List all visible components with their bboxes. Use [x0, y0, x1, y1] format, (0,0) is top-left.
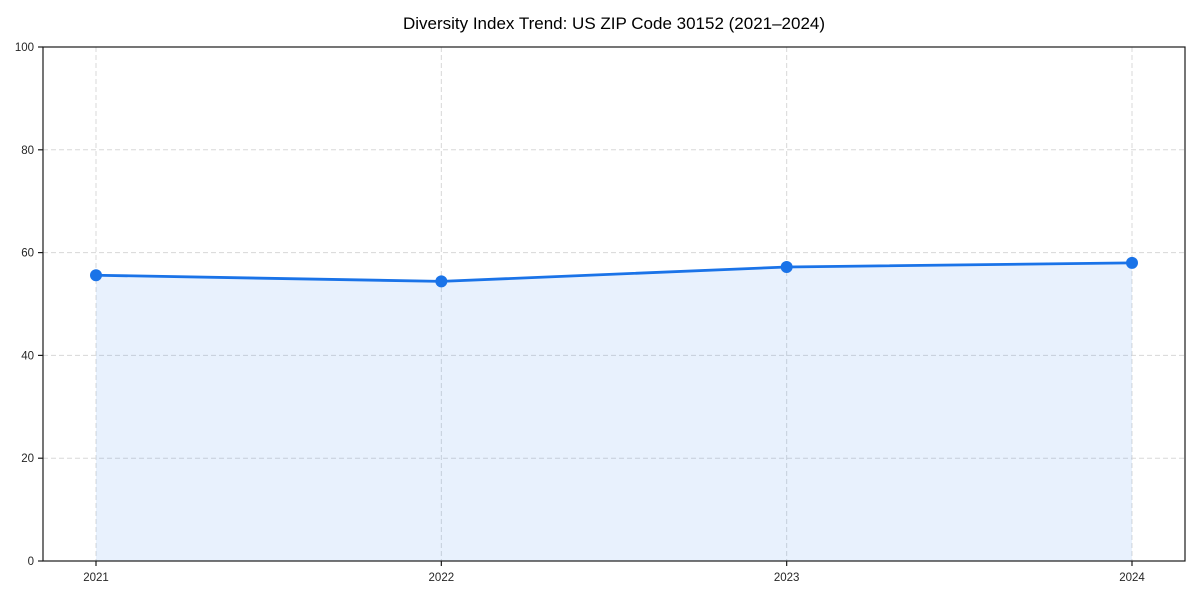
x-tick-label: 2022 — [429, 572, 455, 584]
plot-frame — [42, 46, 1186, 562]
x-tick-label: 2021 — [83, 572, 109, 584]
area-fill — [96, 262, 1132, 561]
x-tick-label: 2023 — [774, 572, 800, 584]
y-tick-label: 100 — [15, 42, 34, 54]
y-tick-label: 40 — [21, 350, 34, 362]
chart-title: Diversity Index Trend: US ZIP Code 30152… — [403, 14, 825, 33]
y-tick-label: 80 — [21, 145, 34, 157]
plot-area: 0 20 40 60 80 100 2021 2022 2023 2024 — [15, 42, 1186, 584]
data-point-marker — [90, 269, 102, 282]
data-point-marker — [1126, 256, 1138, 269]
data-point-marker — [780, 260, 793, 273]
y-tick-label: 0 — [28, 556, 34, 568]
plot-background — [43, 47, 1185, 561]
y-tick-label: 20 — [21, 453, 34, 465]
y-tick-label: 60 — [21, 248, 34, 260]
series-line — [94, 261, 1134, 283]
data-point-marker — [435, 275, 448, 288]
x-tick-label: 2024 — [1119, 572, 1145, 584]
